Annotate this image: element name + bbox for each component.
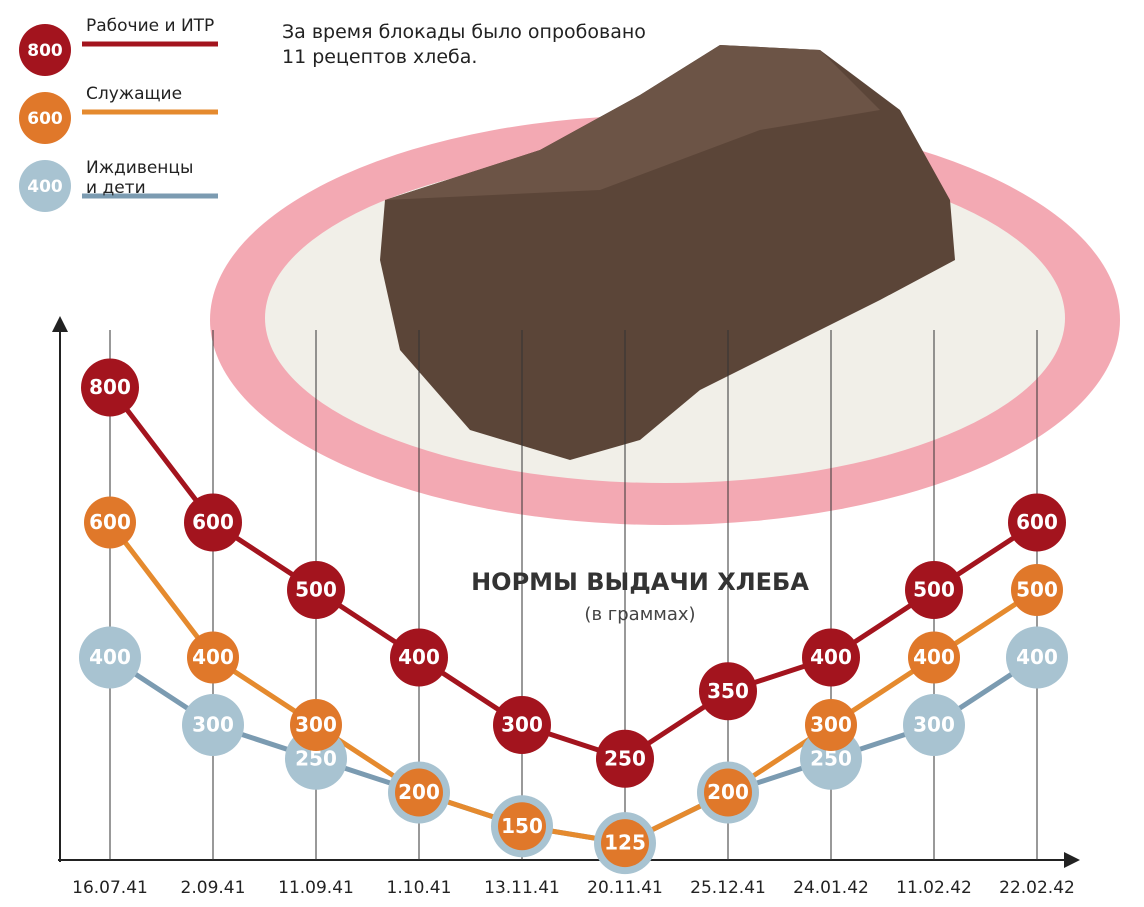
chart-subtitle: (в граммах) xyxy=(584,604,695,625)
point-label: 300 xyxy=(810,713,852,737)
series-line xyxy=(110,658,1037,844)
point-label: 300 xyxy=(295,713,337,737)
point: 600 xyxy=(184,494,242,552)
point-label: 300 xyxy=(192,713,234,737)
point: 400 xyxy=(79,627,141,689)
x-tick-label: 11.09.41 xyxy=(278,878,354,898)
point: 500 xyxy=(1011,564,1063,616)
point-label: 300 xyxy=(501,713,543,737)
x-tick-label: 25.12.41 xyxy=(690,878,766,898)
point: 500 xyxy=(905,561,963,619)
legend-badge-label: 800 xyxy=(27,41,63,61)
point: 300 xyxy=(903,694,965,756)
point-label: 250 xyxy=(604,746,646,770)
chart: НОРМЫ ВЫДАЧИ ХЛЕБА (в граммах) 16.07.412… xyxy=(0,0,1144,907)
point: 400 xyxy=(187,632,239,684)
x-tick-label: 22.02.42 xyxy=(999,878,1075,898)
point-label: 400 xyxy=(398,645,440,669)
infographic: НОРМЫ ВЫДАЧИ ХЛЕБА (в граммах) 16.07.412… xyxy=(0,0,1144,907)
point-label: 150 xyxy=(501,814,543,838)
point-label: 600 xyxy=(192,510,234,534)
point: 500 xyxy=(287,561,345,619)
point: 200 xyxy=(395,769,443,817)
point-label: 400 xyxy=(1016,645,1058,669)
point-label: 200 xyxy=(398,780,440,804)
legend-label: Рабочие и ИТР xyxy=(86,16,226,36)
point-label: 400 xyxy=(913,645,955,669)
x-tick-label: 2.09.41 xyxy=(181,878,246,898)
y-axis-arrow xyxy=(52,316,68,332)
x-tick-label: 13.11.41 xyxy=(484,878,560,898)
x-tick-label: 20.11.41 xyxy=(587,878,663,898)
point: 300 xyxy=(805,699,857,751)
point: 250 xyxy=(596,730,654,788)
legend-badge-label: 400 xyxy=(27,177,63,197)
point-label: 600 xyxy=(89,510,131,534)
point-label: 300 xyxy=(913,713,955,737)
point-label: 400 xyxy=(192,645,234,669)
point-label: 400 xyxy=(810,645,852,669)
point-label: 350 xyxy=(707,679,749,703)
point-label: 800 xyxy=(89,375,131,399)
point-label: 500 xyxy=(295,578,337,602)
point: 150 xyxy=(498,802,546,850)
x-tick-label: 1.10.41 xyxy=(387,878,452,898)
legend-label: Служащие xyxy=(86,84,226,104)
point-label: 500 xyxy=(913,578,955,602)
point-label: 500 xyxy=(1016,578,1058,602)
legend-label: Иждивенцы и дети xyxy=(86,158,206,198)
x-axis-arrow xyxy=(1064,852,1080,868)
point: 300 xyxy=(182,694,244,756)
plate-photo xyxy=(210,45,1120,525)
point: 400 xyxy=(908,632,960,684)
point-label: 400 xyxy=(89,645,131,669)
x-tick-label: 16.07.41 xyxy=(72,878,148,898)
point: 200 xyxy=(704,769,752,817)
point: 300 xyxy=(493,696,551,754)
point: 400 xyxy=(802,629,860,687)
point-label: 125 xyxy=(604,831,646,855)
point: 350 xyxy=(699,662,757,720)
point-label: 200 xyxy=(707,780,749,804)
x-tick-label: 11.02.42 xyxy=(896,878,972,898)
point: 600 xyxy=(1008,494,1066,552)
point: 600 xyxy=(84,497,136,549)
legend-badge-label: 600 xyxy=(27,109,63,129)
point: 800 xyxy=(81,359,139,417)
point-label: 600 xyxy=(1016,510,1058,534)
point: 400 xyxy=(1006,627,1068,689)
point: 300 xyxy=(290,699,342,751)
annotation: За время блокады было опробовано 11 реце… xyxy=(282,20,652,70)
point: 400 xyxy=(390,629,448,687)
point: 125 xyxy=(601,819,649,867)
x-tick-label: 24.01.42 xyxy=(793,878,869,898)
